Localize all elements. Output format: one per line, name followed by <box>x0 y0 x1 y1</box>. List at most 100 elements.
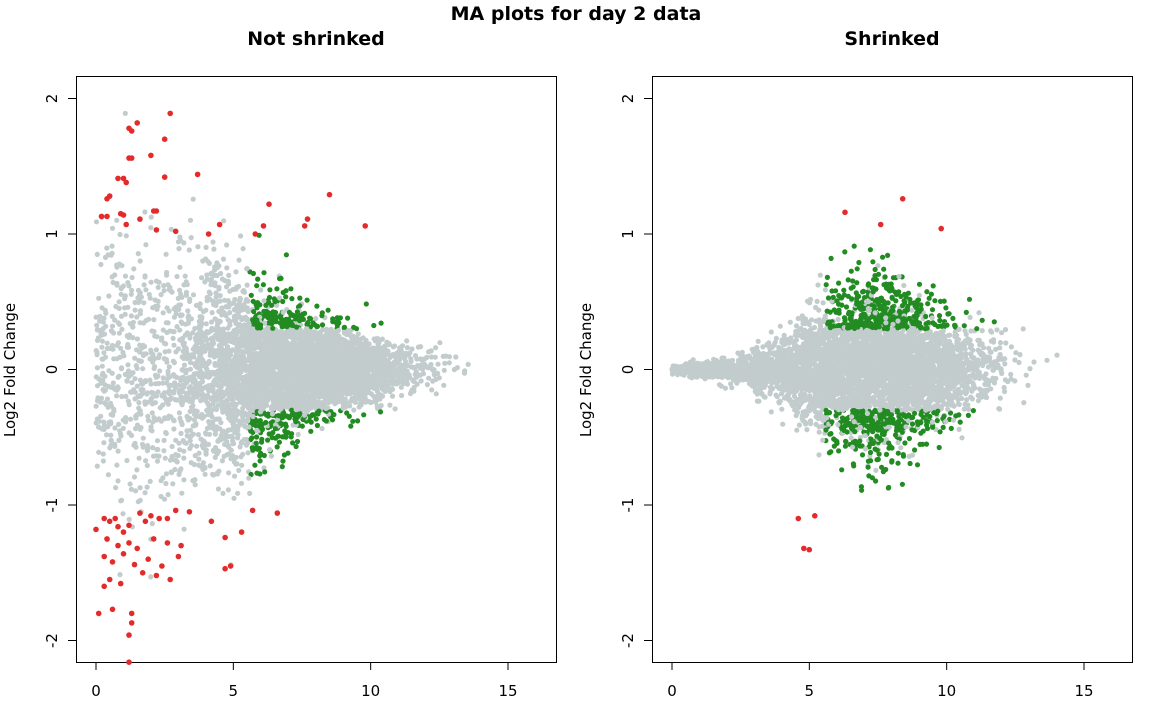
data-point <box>346 343 352 349</box>
data-point <box>190 196 196 202</box>
data-point <box>404 338 410 344</box>
data-point <box>212 445 219 451</box>
data-point <box>155 389 161 395</box>
data-point <box>100 451 106 457</box>
data-point <box>171 314 177 320</box>
data-point <box>117 231 123 238</box>
data-point <box>119 393 125 400</box>
data-point <box>356 404 362 410</box>
data-point <box>257 344 263 350</box>
data-point <box>404 345 410 351</box>
data-point <box>183 352 189 358</box>
data-point <box>231 423 237 429</box>
data-point <box>259 421 266 427</box>
data-point <box>226 444 232 450</box>
data-point <box>213 428 219 434</box>
data-point <box>155 284 161 290</box>
data-point <box>187 389 193 395</box>
data-point <box>238 454 244 460</box>
data-point <box>405 351 411 357</box>
data-point <box>131 474 138 480</box>
data-point <box>181 240 187 246</box>
data-point <box>181 455 187 461</box>
data-point <box>218 270 224 277</box>
data-point <box>102 254 109 260</box>
data-point <box>101 426 107 432</box>
data-point <box>147 295 153 301</box>
data-point <box>115 448 121 454</box>
data-point <box>99 329 105 335</box>
data-point <box>163 471 169 477</box>
data-point <box>234 343 240 349</box>
data-point <box>219 394 225 400</box>
data-point <box>143 351 149 357</box>
data-point <box>178 430 184 436</box>
data-point <box>237 397 243 403</box>
data-point <box>129 287 135 293</box>
data-point <box>127 481 133 487</box>
data-point <box>231 495 237 501</box>
data-point <box>200 372 206 378</box>
data-point <box>140 435 146 441</box>
data-point <box>185 417 191 423</box>
data-point <box>219 404 225 410</box>
data-point <box>279 319 285 326</box>
data-point <box>215 390 221 396</box>
data-point <box>161 283 167 289</box>
data-point <box>331 412 337 418</box>
data-point <box>109 243 115 249</box>
data-point <box>192 482 198 488</box>
data-point <box>147 356 153 362</box>
data-point <box>267 287 273 293</box>
data-point <box>171 418 177 424</box>
data-point <box>253 384 259 390</box>
data-point <box>238 480 245 486</box>
data-point <box>224 398 230 404</box>
data-point <box>397 357 403 363</box>
data-point <box>170 358 176 364</box>
data-point <box>392 378 398 384</box>
data-point <box>163 320 169 326</box>
data-point <box>275 433 281 439</box>
data-point <box>109 250 115 256</box>
data-point <box>351 324 357 330</box>
data-point <box>199 321 205 327</box>
data-point <box>181 526 187 532</box>
data-point <box>125 280 131 286</box>
data-point <box>190 292 197 298</box>
data-point <box>411 379 417 385</box>
data-point <box>435 361 441 367</box>
data-point <box>465 361 471 367</box>
data-point <box>99 338 105 344</box>
data-point <box>290 359 296 365</box>
data-point <box>199 340 205 346</box>
data-point <box>184 428 190 434</box>
data-point <box>233 386 239 392</box>
data-point <box>167 396 173 403</box>
data-point <box>378 320 384 326</box>
data-point <box>437 340 443 346</box>
data-point <box>160 475 166 481</box>
data-point <box>167 284 173 290</box>
data-point <box>187 217 194 223</box>
data-point <box>209 341 215 347</box>
data-point <box>126 334 132 340</box>
data-point <box>163 251 169 257</box>
data-point <box>374 387 380 393</box>
data-point <box>363 338 369 344</box>
data-point <box>125 362 131 368</box>
data-point <box>191 386 197 392</box>
data-point <box>148 574 154 580</box>
data-point <box>123 233 129 239</box>
data-point <box>165 368 171 374</box>
data-point <box>261 364 267 370</box>
data-point <box>453 354 459 360</box>
data-point <box>244 357 250 363</box>
data-point <box>125 344 132 350</box>
data-point <box>163 356 169 363</box>
data-point <box>219 311 225 317</box>
data-point <box>181 362 188 368</box>
data-point <box>225 391 231 397</box>
data-point <box>136 405 142 411</box>
data-point <box>141 300 147 306</box>
